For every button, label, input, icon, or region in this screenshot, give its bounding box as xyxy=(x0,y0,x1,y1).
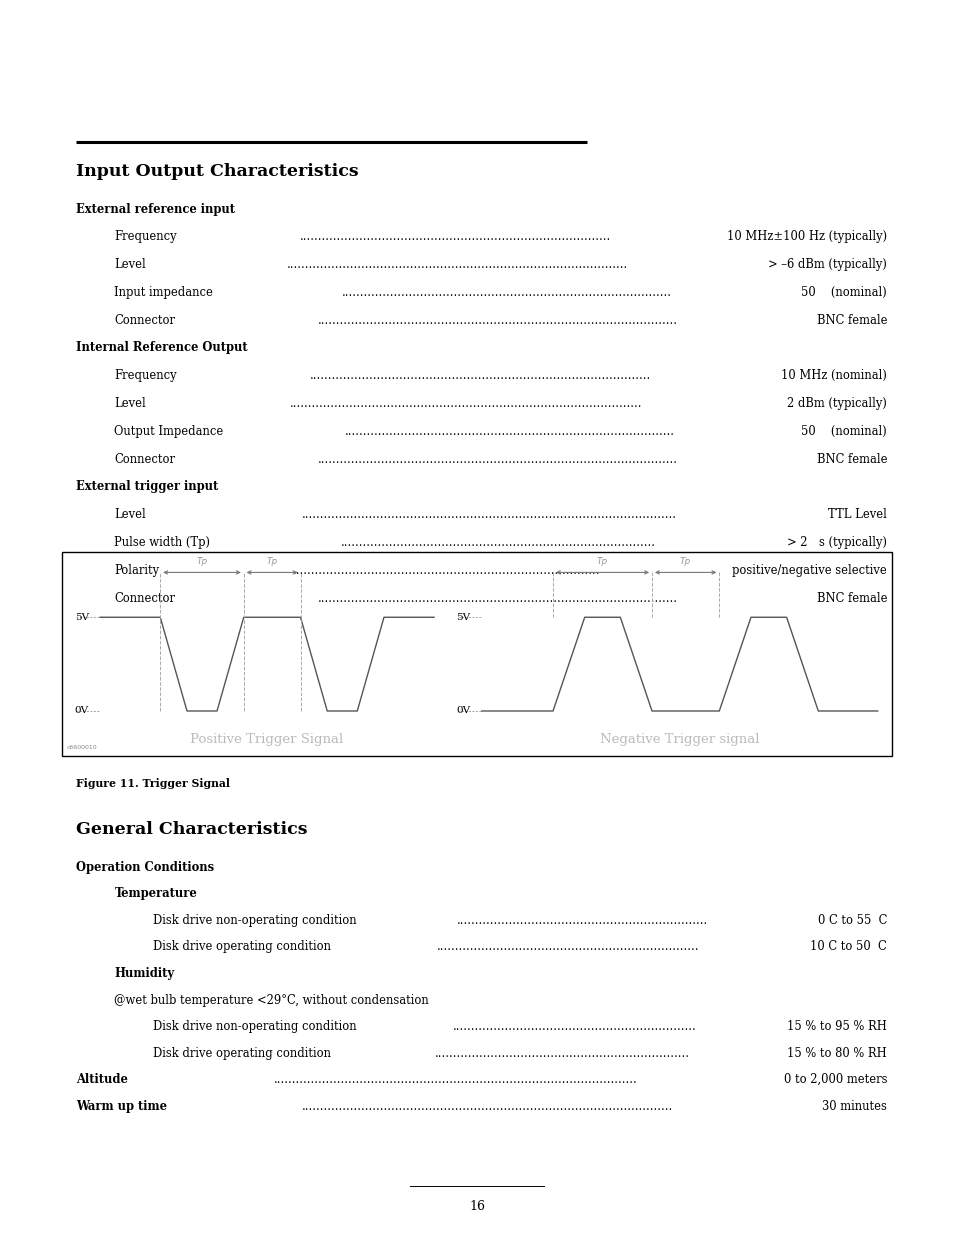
Text: 0 to 2,000 meters: 0 to 2,000 meters xyxy=(783,1073,886,1087)
Text: ................................................................................: ........................................… xyxy=(317,592,678,605)
Text: ................................................................................: ........................................… xyxy=(301,508,677,521)
Text: External trigger input: External trigger input xyxy=(76,480,218,494)
Text: 5V: 5V xyxy=(74,613,89,621)
Text: positive/negative selective: positive/negative selective xyxy=(732,563,886,577)
Text: 0V: 0V xyxy=(74,706,89,715)
Text: Tp: Tp xyxy=(597,557,607,566)
Text: Output Impedance: Output Impedance xyxy=(114,425,224,438)
Text: 10 MHz±100 Hz (typically): 10 MHz±100 Hz (typically) xyxy=(726,230,886,243)
Text: Tp: Tp xyxy=(266,557,277,566)
Text: Connector: Connector xyxy=(114,592,175,605)
Text: Level: Level xyxy=(114,258,146,272)
Text: ................................................................................: ........................................… xyxy=(293,563,599,577)
Text: Disk drive operating condition: Disk drive operating condition xyxy=(152,1047,331,1060)
Text: Input Output Characteristics: Input Output Characteristics xyxy=(76,163,358,180)
Text: Disk drive non-operating condition: Disk drive non-operating condition xyxy=(152,1020,355,1034)
Text: ................................................................................: ........................................… xyxy=(299,230,610,243)
Bar xyxy=(62,552,891,756)
Text: Figure 11. Trigger Signal: Figure 11. Trigger Signal xyxy=(76,778,230,789)
Text: Positive Trigger Signal: Positive Trigger Signal xyxy=(191,732,343,746)
Text: ................................................................................: ........................................… xyxy=(344,425,674,438)
Text: TTL Level: TTL Level xyxy=(827,508,886,521)
Text: ................................................................................: ........................................… xyxy=(317,452,678,466)
Text: ....................................................................: ........................................… xyxy=(435,1047,690,1060)
Text: 2 dBm (typically): 2 dBm (typically) xyxy=(786,396,886,410)
Text: Negative Trigger signal: Negative Trigger signal xyxy=(599,732,759,746)
Text: Pulse width (Tp): Pulse width (Tp) xyxy=(114,536,211,550)
Text: General Characteristics: General Characteristics xyxy=(76,821,308,839)
Text: Temperature: Temperature xyxy=(114,887,197,900)
Text: Frequency: Frequency xyxy=(114,369,177,383)
Text: Warm up time: Warm up time xyxy=(76,1099,167,1113)
Text: ...................................................................: ........................................… xyxy=(456,914,708,927)
Text: BNC female: BNC female xyxy=(816,592,886,605)
Text: External reference input: External reference input xyxy=(76,203,235,216)
Text: Altitude: Altitude xyxy=(76,1073,128,1087)
Text: Connector: Connector xyxy=(114,314,175,327)
Text: ................................................................................: ........................................… xyxy=(317,314,678,327)
Text: 0V: 0V xyxy=(456,706,470,715)
Text: Connector: Connector xyxy=(114,452,175,466)
Text: Level: Level xyxy=(114,396,146,410)
Text: 50  (nominal): 50 (nominal) xyxy=(801,285,886,299)
Text: 10 MHz (nominal): 10 MHz (nominal) xyxy=(781,369,886,383)
Text: ................................................................................: ........................................… xyxy=(341,285,671,299)
Text: Frequency: Frequency xyxy=(114,230,177,243)
Text: 0 C to 55  C: 0 C to 55 C xyxy=(817,914,886,927)
Text: 15 % to 95 % RH: 15 % to 95 % RH xyxy=(786,1020,886,1034)
Text: Tp: Tp xyxy=(196,557,208,566)
Text: 16: 16 xyxy=(469,1200,484,1214)
Text: Tp: Tp xyxy=(679,557,691,566)
Text: ................................................................................: ........................................… xyxy=(340,536,655,550)
Text: Humidity: Humidity xyxy=(114,967,174,981)
Text: BNC female: BNC female xyxy=(816,452,886,466)
Text: Internal Reference Output: Internal Reference Output xyxy=(76,341,248,354)
Text: BNC female: BNC female xyxy=(816,314,886,327)
Text: ................................................................................: ........................................… xyxy=(301,1099,673,1113)
Text: c6600010: c6600010 xyxy=(67,745,97,750)
Text: Disk drive non-operating condition: Disk drive non-operating condition xyxy=(152,914,355,927)
Text: Operation Conditions: Operation Conditions xyxy=(76,861,214,874)
Text: ......................................................................: ........................................… xyxy=(436,941,700,953)
Text: ................................................................................: ........................................… xyxy=(274,1073,638,1087)
Text: 5V: 5V xyxy=(456,613,470,621)
Text: 30 minutes: 30 minutes xyxy=(821,1099,886,1113)
Text: ................................................................................: ........................................… xyxy=(290,396,642,410)
Text: > 2 s (typically): > 2 s (typically) xyxy=(786,536,886,550)
Text: Disk drive operating condition: Disk drive operating condition xyxy=(152,941,331,953)
Text: Polarity: Polarity xyxy=(114,563,159,577)
Text: ................................................................................: ........................................… xyxy=(310,369,651,383)
Text: 15 % to 80 % RH: 15 % to 80 % RH xyxy=(786,1047,886,1060)
Text: > –6 dBm (typically): > –6 dBm (typically) xyxy=(767,258,886,272)
Text: @wet bulb temperature <29°C, without condensation: @wet bulb temperature <29°C, without con… xyxy=(114,993,429,1007)
Text: 50  (nominal): 50 (nominal) xyxy=(801,425,886,438)
Text: 10 C to 50  C: 10 C to 50 C xyxy=(810,941,886,953)
Text: .................................................................: ........................................… xyxy=(452,1020,696,1034)
Text: Input impedance: Input impedance xyxy=(114,285,213,299)
Text: ................................................................................: ........................................… xyxy=(287,258,628,272)
Text: Level: Level xyxy=(114,508,146,521)
